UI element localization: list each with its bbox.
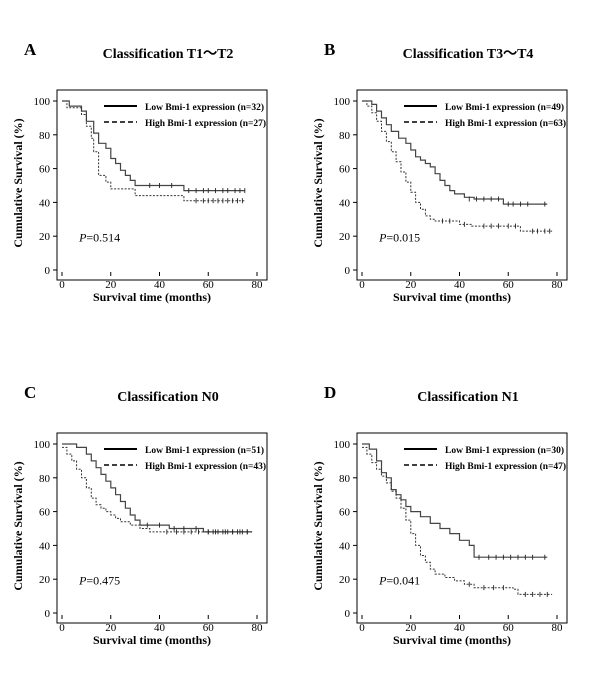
x-tick-label: 60 — [203, 279, 215, 291]
p-value-label: P=0.475 — [78, 573, 120, 587]
panel-letter: B — [324, 40, 335, 59]
x-tick-label: 0 — [59, 279, 65, 291]
plot-frame — [56, 432, 268, 624]
series-line-low — [362, 443, 548, 558]
y-axis-label: Cumulative Survival (%) — [11, 118, 25, 247]
y-axis-label: Cumulative Survival (%) — [311, 461, 325, 590]
y-tick-label: 60 — [39, 164, 51, 176]
y-tick-label: 80 — [339, 473, 351, 485]
x-tick-label: 60 — [203, 622, 215, 634]
x-tick-label: 0 — [359, 622, 365, 634]
y-tick-label: 20 — [39, 231, 51, 243]
panel-letter: A — [24, 40, 37, 59]
p-value: =0.514 — [86, 230, 120, 244]
y-tick-label: 100 — [334, 96, 351, 108]
x-axis-label: Survival time (months) — [393, 290, 511, 304]
series-line-high — [362, 100, 553, 232]
x-tick-label: 40 — [454, 279, 466, 291]
p-value: =0.041 — [386, 573, 420, 587]
y-tick-label: 40 — [39, 540, 51, 552]
x-tick-label: 20 — [105, 622, 117, 634]
series-line-low — [62, 443, 253, 533]
legend-label-high: High Bmi-1 expression (n=43) — [145, 461, 266, 472]
y-tick-label: 100 — [334, 439, 351, 451]
y-tick-label: 0 — [345, 265, 351, 277]
plot-frame — [56, 89, 268, 281]
legend-label-high: High Bmi-1 expression (n=63) — [445, 118, 566, 129]
p-value-prefix: P — [378, 230, 387, 244]
x-tick-label: 80 — [552, 279, 564, 291]
panel-c: C Classification N0 0 20 40 60 80 100 0 20 40 60 80 S… — [11, 383, 268, 647]
panel-d: D Classification N1 0 20 40 60 80 100 0 20 40 60 80 S… — [311, 383, 568, 647]
x-axis-label: Survival time (months) — [93, 290, 211, 304]
y-tick-label: 100 — [34, 439, 51, 451]
chart-title: Classification N0 — [117, 390, 219, 405]
plot-frame — [356, 432, 568, 624]
p-value: =0.015 — [386, 230, 420, 244]
x-tick-label: 20 — [405, 279, 417, 291]
x-tick-label: 60 — [503, 622, 515, 634]
panel-letter: D — [324, 383, 336, 402]
plot-frame — [356, 89, 568, 281]
p-value-prefix: P — [78, 573, 87, 587]
x-tick-label: 80 — [252, 279, 264, 291]
p-value-label: P=0.015 — [378, 230, 420, 244]
y-tick-label: 20 — [39, 574, 51, 586]
y-tick-label: 60 — [339, 164, 351, 176]
y-tick-label: 60 — [39, 507, 51, 519]
y-tick-label: 100 — [34, 96, 51, 108]
y-tick-label: 60 — [339, 507, 351, 519]
series-line-high — [62, 446, 253, 533]
y-tick-label: 40 — [339, 197, 351, 209]
y-axis-label: Cumulative Survival (%) — [11, 461, 25, 590]
series-line-high — [362, 446, 553, 595]
y-tick-label: 0 — [45, 608, 51, 620]
x-tick-label: 20 — [405, 622, 417, 634]
panel-b: B Classification T3～T4 0 20 40 60 80 100 0 20 40 60… — [311, 40, 568, 304]
x-tick-label: 0 — [359, 279, 365, 291]
y-tick-label: 0 — [345, 608, 351, 620]
legend-label-low: Low Bmi-1 expression (n=32) — [145, 102, 264, 113]
x-axis-label: Survival time (months) — [393, 633, 511, 647]
legend-label-high: High Bmi-1 expression (n=27) — [145, 118, 266, 129]
y-tick-label: 20 — [339, 574, 351, 586]
panel-a: A Classification T1～T2 0 20 40 60 80 100 0 20 40 60… — [11, 40, 268, 304]
legend-label-low: Low Bmi-1 expression (n=51) — [145, 445, 264, 456]
series-line-low — [62, 100, 245, 192]
panel-letter: C — [24, 383, 36, 402]
chart-title: Classification N1 — [417, 390, 519, 405]
legend-label-high: High Bmi-1 expression (n=47) — [445, 461, 566, 472]
y-tick-label: 80 — [39, 130, 51, 142]
y-tick-label: 80 — [39, 473, 51, 485]
p-value: =0.475 — [86, 573, 120, 587]
y-tick-label: 40 — [39, 197, 51, 209]
series-line-high — [62, 100, 245, 202]
p-value-prefix: P — [378, 573, 387, 587]
y-tick-label: 20 — [339, 231, 351, 243]
y-tick-label: 40 — [339, 540, 351, 552]
x-tick-label: 80 — [552, 622, 564, 634]
x-tick-label: 40 — [154, 279, 166, 291]
x-tick-label: 40 — [154, 622, 166, 634]
p-value-label: P=0.041 — [378, 573, 420, 587]
y-tick-label: 80 — [339, 130, 351, 142]
legend-label-low: Low Bmi-1 expression (n=49) — [445, 102, 564, 113]
x-tick-label: 40 — [454, 622, 466, 634]
x-tick-label: 80 — [252, 622, 264, 634]
x-tick-label: 60 — [503, 279, 515, 291]
p-value-label: P=0.514 — [78, 230, 120, 244]
series-line-low — [362, 100, 548, 205]
p-value-prefix: P — [78, 230, 87, 244]
x-tick-label: 20 — [105, 279, 117, 291]
chart-title: Classification T1～T2 — [103, 47, 234, 62]
x-tick-label: 0 — [59, 622, 65, 634]
legend-label-low: Low Bmi-1 expression (n=30) — [445, 445, 564, 456]
x-axis-label: Survival time (months) — [93, 633, 211, 647]
chart-title: Classification T3～T4 — [403, 47, 534, 62]
y-axis-label: Cumulative Survival (%) — [311, 118, 325, 247]
y-tick-label: 0 — [45, 265, 51, 277]
